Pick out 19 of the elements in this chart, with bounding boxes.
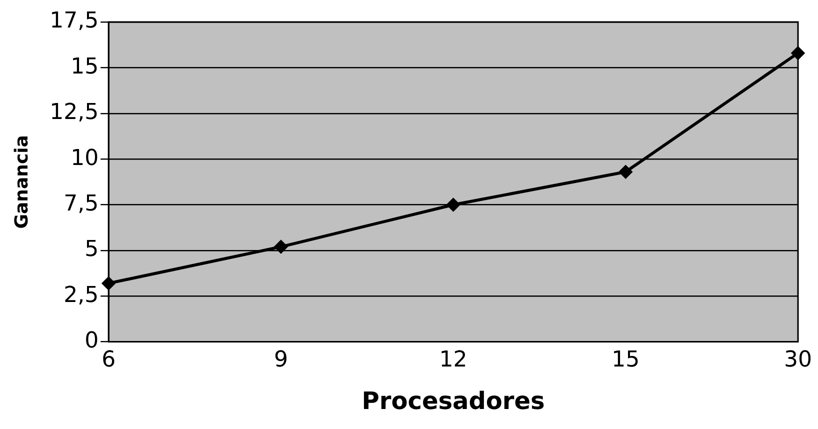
point (792, 46, 804, 60)
y-tick-label: 5 (84, 237, 99, 262)
point (274, 240, 288, 254)
y-tick-label: 12,5 (50, 100, 99, 126)
point (446, 198, 460, 212)
x-tick-label: 12 (439, 348, 468, 373)
x-tick-label: 6 (102, 348, 116, 373)
y-tick-label: 17,5 (50, 8, 99, 34)
point (619, 165, 632, 178)
y-tick-label: 7,5 (64, 191, 99, 216)
y-axis-title: Ganancia (11, 135, 32, 229)
y-tick-label: 0 (84, 328, 99, 354)
x-tick-label: 30 (784, 348, 812, 373)
x-tick-label: 9 (274, 348, 288, 373)
y-tick-label: 15 (70, 54, 99, 80)
x-tick-label: 15 (612, 348, 640, 373)
y-tick-label: 2,5 (64, 282, 99, 308)
y-tick-label: 10 (70, 146, 99, 171)
x-axis-title: Procesadores (362, 386, 545, 415)
